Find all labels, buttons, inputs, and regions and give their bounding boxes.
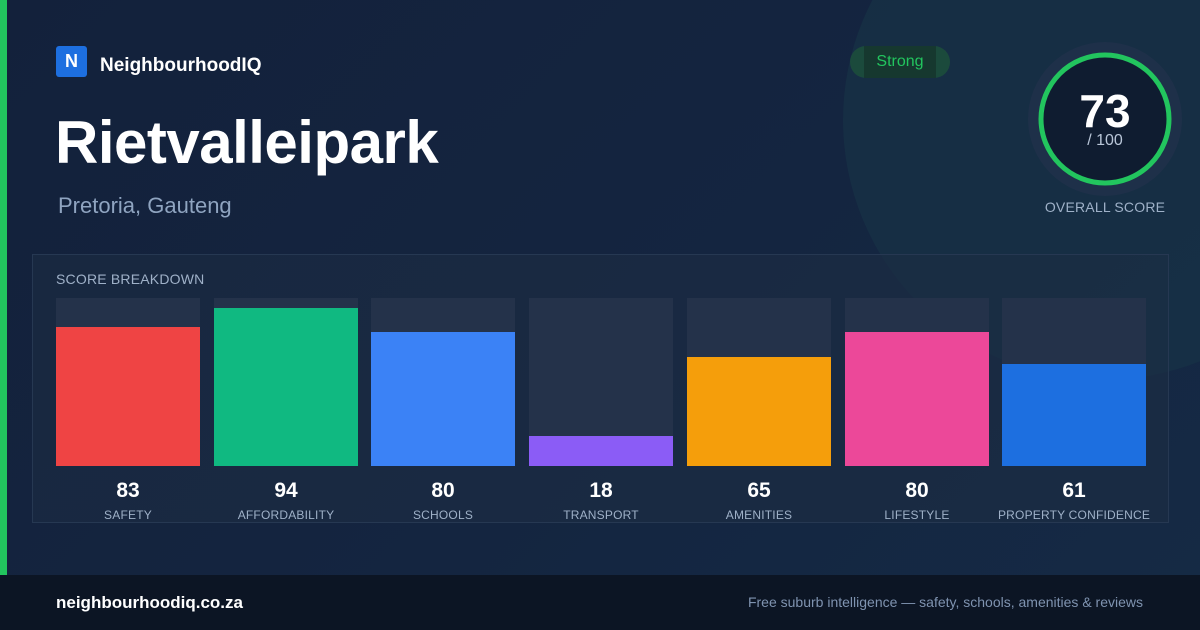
brand-name: NeighbourhoodIQ bbox=[100, 54, 262, 76]
score-bar-label: PROPERTY CONFIDENCE bbox=[997, 508, 1151, 522]
score-bar-label: LIFESTYLE bbox=[884, 508, 950, 522]
score-bar-label: AFFORDABILITY bbox=[237, 508, 335, 522]
rating-badge: Strong bbox=[850, 46, 950, 78]
brand-logo-icon: N bbox=[56, 46, 87, 77]
suburb-title: Rietvalleipark bbox=[55, 109, 439, 176]
score-ring-arc bbox=[1038, 52, 1172, 186]
score-bar-fill bbox=[56, 327, 200, 466]
score-bar-label: SAFETY bbox=[104, 508, 152, 522]
score-bar-fill bbox=[529, 436, 673, 466]
score-bar-value: 80 bbox=[905, 479, 929, 502]
score-bar-label: SCHOOLS bbox=[412, 508, 474, 522]
score-bar-fill bbox=[214, 308, 358, 466]
overall-score-max: / 100 bbox=[1087, 132, 1123, 149]
score-bar-value: 80 bbox=[431, 479, 455, 502]
accent-bar bbox=[0, 0, 7, 575]
score-bar-track bbox=[529, 298, 673, 466]
score-bar-value: 61 bbox=[1062, 479, 1086, 502]
score-bar-fill bbox=[1002, 364, 1146, 466]
score-bar-label: TRANSPORT bbox=[563, 508, 639, 522]
score-bar-track bbox=[56, 298, 200, 466]
score-bar-value: 83 bbox=[116, 479, 140, 502]
overall-score-ring bbox=[1028, 42, 1182, 196]
overall-score-value: 73 bbox=[1079, 85, 1131, 137]
overall-score-caption: OVERALL SCORE bbox=[1044, 199, 1166, 215]
score-bar-value: 18 bbox=[589, 479, 613, 502]
score-bar-track bbox=[1002, 298, 1146, 466]
score-bar-track bbox=[845, 298, 989, 466]
score-bar-value: 65 bbox=[747, 479, 771, 502]
score-bar-fill bbox=[845, 332, 989, 466]
score-ring-inner bbox=[1041, 55, 1169, 183]
suburb-location: Pretoria, Gauteng bbox=[58, 193, 232, 218]
score-bar-label: AMENITIES bbox=[725, 508, 793, 522]
footer bbox=[0, 575, 1200, 630]
brand[interactable]: N NeighbourhoodIQ bbox=[56, 46, 261, 77]
score-bar-track bbox=[371, 298, 515, 466]
score-bar-track bbox=[687, 298, 831, 466]
score-breakdown-bars: 83 SAFETY 94 AFFORDABILITY 80 SCHOOLS 18 TRANSP… bbox=[56, 298, 1150, 523]
score-bar-fill bbox=[687, 357, 831, 466]
score-bar-fill bbox=[371, 332, 515, 466]
score-breakdown-title: SCORE BREAKDOWN bbox=[56, 271, 205, 287]
score-bar-value: 94 bbox=[274, 479, 298, 502]
score-bar-track bbox=[214, 298, 358, 466]
footer-domain-link[interactable]: neighbourhoodiq.co.za bbox=[56, 593, 243, 612]
footer-tagline: Free suburb intelligence — safety, schoo… bbox=[747, 594, 1143, 610]
